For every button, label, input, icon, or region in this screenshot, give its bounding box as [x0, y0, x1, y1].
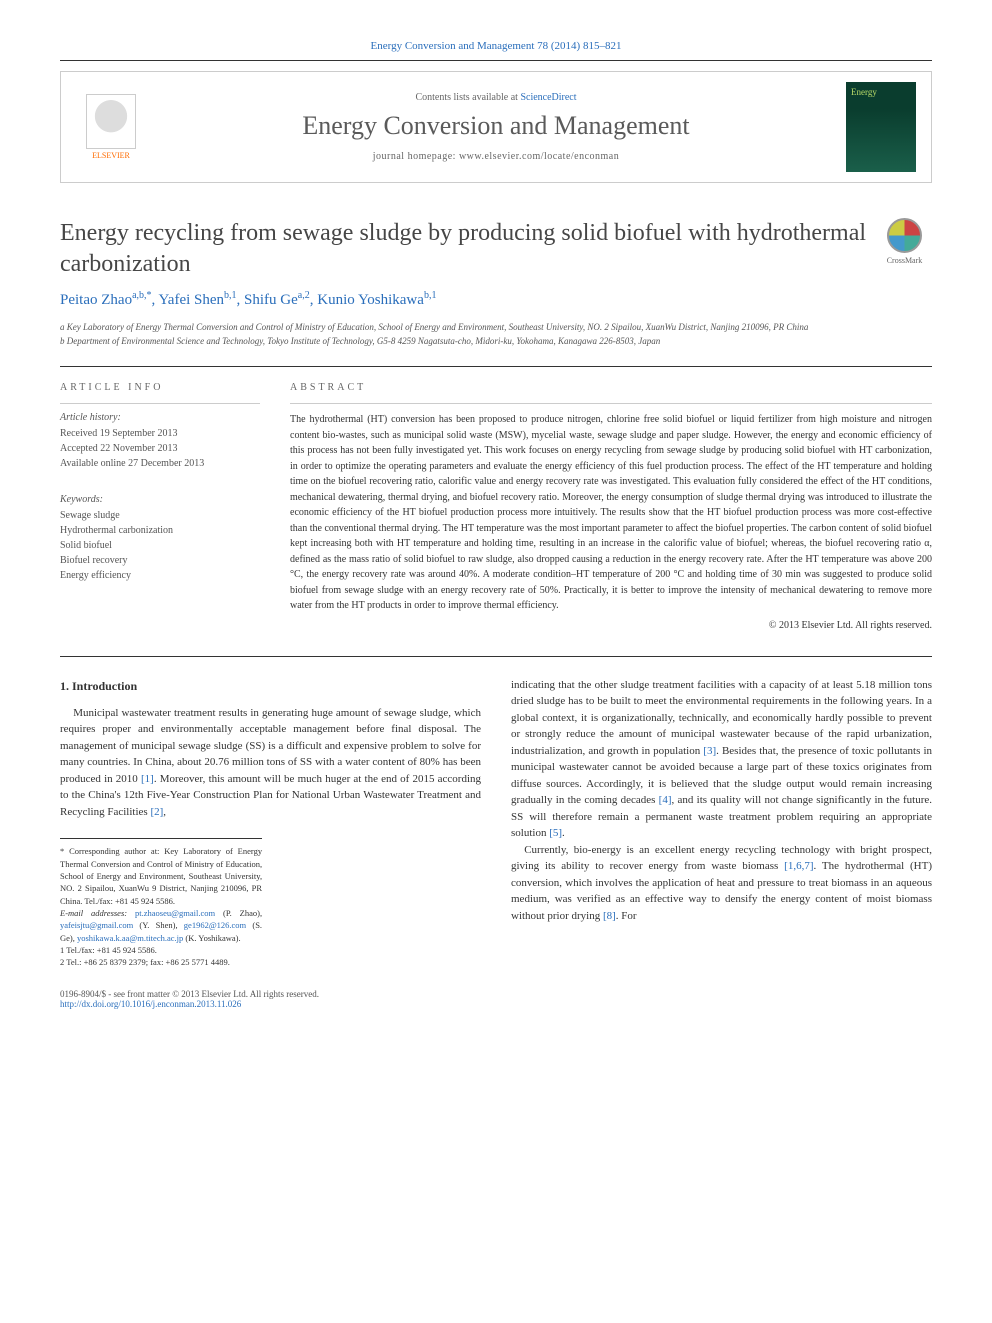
- corresponding-author-note: * Corresponding author at: Key Laborator…: [60, 845, 262, 907]
- affiliation-b: b Department of Environmental Science an…: [60, 335, 932, 349]
- email-1-name: (P. Zhao),: [215, 908, 262, 918]
- body-column-left: 1. Introduction Municipal wastewater tre…: [60, 677, 481, 969]
- keyword-5: Energy efficiency: [60, 568, 260, 583]
- intro-paragraph-2: indicating that the other sludge treatme…: [511, 677, 932, 842]
- email-line: E-mail addresses: pt.zhaoseu@gmail.com (…: [60, 907, 262, 944]
- ref-1[interactable]: [1]: [141, 773, 154, 785]
- crossmark-label: CrossMark: [887, 256, 923, 265]
- keywords-label: Keywords:: [60, 494, 260, 505]
- author-4-sup: b,1: [424, 290, 437, 301]
- article-info-header: ARTICLE INFO: [60, 382, 260, 393]
- keyword-1: Sewage sludge: [60, 508, 260, 523]
- homepage-prefix: journal homepage:: [373, 151, 459, 162]
- contents-prefix: Contents lists available at: [415, 92, 520, 103]
- ref-5[interactable]: [5]: [549, 827, 562, 839]
- email-4[interactable]: yoshikawa.k.aa@m.titech.ac.jp: [77, 933, 183, 943]
- article-history-section: Article history: Received 19 September 2…: [60, 403, 260, 471]
- issn-line: 0196-8904/$ - see front matter © 2013 El…: [60, 989, 932, 999]
- affiliation-a: a Key Laboratory of Energy Thermal Conve…: [60, 321, 932, 335]
- crossmark-badge[interactable]: CrossMark: [877, 218, 932, 273]
- affiliations: a Key Laboratory of Energy Thermal Conve…: [60, 321, 932, 348]
- body-columns: 1. Introduction Municipal wastewater tre…: [60, 677, 932, 969]
- ref-167[interactable]: [1,6,7]: [784, 860, 813, 872]
- accepted-line: Accepted 22 November 2013: [60, 441, 260, 456]
- authors-line: Peitao Zhaoa,b,*, Yafei Shenb,1, Shifu G…: [60, 290, 932, 309]
- journal-cover-thumbnail: Energy: [846, 82, 916, 172]
- email-2[interactable]: yafeisjtu@gmail.com: [60, 920, 133, 930]
- publisher-name: ELSEVIER: [92, 151, 130, 160]
- keyword-3: Solid biofuel: [60, 538, 260, 553]
- journal-name: Energy Conversion and Management: [146, 111, 846, 141]
- history-label: Article history:: [60, 412, 260, 423]
- footer: 0196-8904/$ - see front matter © 2013 El…: [60, 989, 932, 1009]
- crossmark-icon: [887, 218, 922, 253]
- elsevier-tree-icon: [86, 94, 136, 149]
- abstract-column: ABSTRACT The hydrothermal (HT) conversio…: [290, 382, 932, 631]
- author-3-prefix[interactable]: , Shifu Ge: [237, 292, 298, 308]
- email-1[interactable]: pt.zhaoseu@gmail.com: [135, 908, 215, 918]
- article-info-column: ARTICLE INFO Article history: Received 1…: [60, 382, 260, 631]
- abstract-header: ABSTRACT: [290, 382, 932, 393]
- contents-list-line: Contents lists available at ScienceDirec…: [146, 92, 846, 103]
- email-3[interactable]: ge1962@126.com: [184, 920, 246, 930]
- footnote-2: 2 Tel.: +86 25 8379 2379; fax: +86 25 57…: [60, 956, 262, 968]
- author-2-sup: b,1: [224, 290, 237, 301]
- journal-homepage-line: journal homepage: www.elsevier.com/locat…: [146, 151, 846, 162]
- ref-2[interactable]: [2]: [150, 806, 163, 818]
- footnotes: * Corresponding author at: Key Laborator…: [60, 838, 262, 968]
- keyword-4: Biofuel recovery: [60, 553, 260, 568]
- author-2-prefix[interactable]: , Yafei Shen: [152, 292, 225, 308]
- article-title: Energy recycling from sewage sludge by p…: [60, 218, 877, 280]
- ref-3[interactable]: [3]: [703, 745, 716, 757]
- keyword-2: Hydrothermal carbonization: [60, 523, 260, 538]
- header-rule: [60, 60, 932, 61]
- ref-4[interactable]: [4]: [659, 794, 672, 806]
- email-4-name: (K. Yoshikawa).: [183, 933, 240, 943]
- footnote-1: 1 Tel./fax: +81 45 924 5586.: [60, 944, 262, 956]
- email-2-name: (Y. Shen),: [133, 920, 184, 930]
- section-1-heading: 1. Introduction: [60, 677, 481, 695]
- author-3-sup: a,2: [298, 290, 310, 301]
- abstract-copyright: © 2013 Elsevier Ltd. All rights reserved…: [290, 620, 932, 631]
- homepage-url[interactable]: www.elsevier.com/locate/enconman: [459, 151, 619, 162]
- body-column-right: indicating that the other sludge treatme…: [511, 677, 932, 969]
- email-label: E-mail addresses:: [60, 908, 135, 918]
- publisher-logo: ELSEVIER: [76, 90, 146, 165]
- cover-text: Energy: [851, 87, 877, 97]
- author-1[interactable]: Peitao Zhao: [60, 292, 132, 308]
- info-abstract-row: ARTICLE INFO Article history: Received 1…: [60, 366, 932, 631]
- section-divider: [60, 656, 932, 657]
- ref-8[interactable]: [8]: [603, 910, 616, 922]
- header-center: Contents lists available at ScienceDirec…: [146, 92, 846, 162]
- doi-link[interactable]: http://dx.doi.org/10.1016/j.enconman.201…: [60, 999, 241, 1009]
- author-1-sup: a,b,: [132, 290, 146, 301]
- sciencedirect-link[interactable]: ScienceDirect: [520, 92, 576, 103]
- title-row: Energy recycling from sewage sludge by p…: [60, 218, 932, 280]
- received-line: Received 19 September 2013: [60, 426, 260, 441]
- intro-paragraph-3: Currently, bio-energy is an excellent en…: [511, 842, 932, 925]
- intro-paragraph-1: Municipal wastewater treatment results i…: [60, 705, 481, 821]
- keywords-section: Keywords: Sewage sludge Hydrothermal car…: [60, 486, 260, 583]
- online-line: Available online 27 December 2013: [60, 456, 260, 471]
- page-container: Energy Conversion and Management 78 (201…: [0, 0, 992, 1049]
- journal-header: ELSEVIER Contents lists available at Sci…: [60, 71, 932, 183]
- abstract-text: The hydrothermal (HT) conversion has bee…: [290, 403, 932, 614]
- author-4-prefix[interactable]: , Kunio Yoshikawa: [310, 292, 424, 308]
- citation-line: Energy Conversion and Management 78 (201…: [60, 40, 932, 52]
